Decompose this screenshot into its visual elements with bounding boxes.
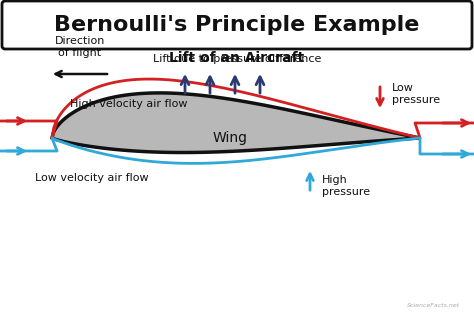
FancyBboxPatch shape [2,1,472,49]
Text: Direction
of flight: Direction of flight [55,36,105,58]
Text: Wing: Wing [212,131,247,145]
Text: Low velocity air flow: Low velocity air flow [35,173,149,183]
Text: ScienceFacts.net: ScienceFacts.net [407,303,460,308]
Text: Lift due to pressure difference: Lift due to pressure difference [153,54,321,64]
Text: High velocity air flow: High velocity air flow [70,99,188,109]
Polygon shape [52,93,420,153]
Text: Low
pressure: Low pressure [392,83,440,105]
Text: Lift of an Aircraft: Lift of an Aircraft [169,51,305,65]
Text: High
pressure: High pressure [322,175,370,197]
Text: Bernoulli's Principle Example: Bernoulli's Principle Example [55,15,419,35]
